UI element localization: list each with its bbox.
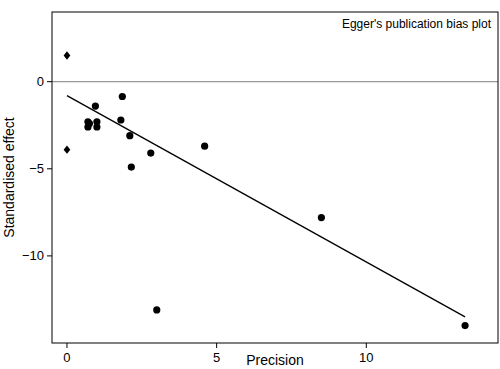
point <box>153 306 160 313</box>
y-tick <box>47 168 52 169</box>
point <box>147 150 154 157</box>
diamond-point <box>64 51 71 59</box>
point <box>318 214 325 221</box>
point <box>117 116 124 123</box>
point <box>92 102 99 109</box>
chart: 0 5 10 0 −5 −10 Precision Standardised effect Eg… <box>0 0 500 369</box>
line <box>67 96 465 317</box>
x-axis-label: Precision <box>246 352 304 368</box>
point <box>201 143 208 150</box>
x-tick <box>66 343 67 348</box>
x-tick-label: 5 <box>213 350 220 365</box>
y-tick <box>47 81 52 82</box>
x-tick-label: 10 <box>359 350 373 365</box>
point <box>119 93 126 100</box>
point <box>128 163 135 170</box>
frame <box>52 12 498 343</box>
plot-data <box>52 51 498 329</box>
line <box>52 81 498 82</box>
y-tick-label: −5 <box>29 161 44 176</box>
y-axis-label: Standardised effect <box>1 117 17 237</box>
y-tick-label: −10 <box>22 248 44 263</box>
point <box>93 123 100 130</box>
point <box>461 322 468 329</box>
y-tick <box>47 255 52 256</box>
x-tick <box>366 343 367 348</box>
y-tick-label: 0 <box>37 74 44 89</box>
title: Egger's publication bias plot <box>342 17 492 31</box>
x-tick <box>216 343 217 348</box>
point <box>86 120 93 127</box>
x-tick-label: 0 <box>63 350 70 365</box>
point <box>126 132 133 139</box>
diamond-point <box>64 145 71 153</box>
